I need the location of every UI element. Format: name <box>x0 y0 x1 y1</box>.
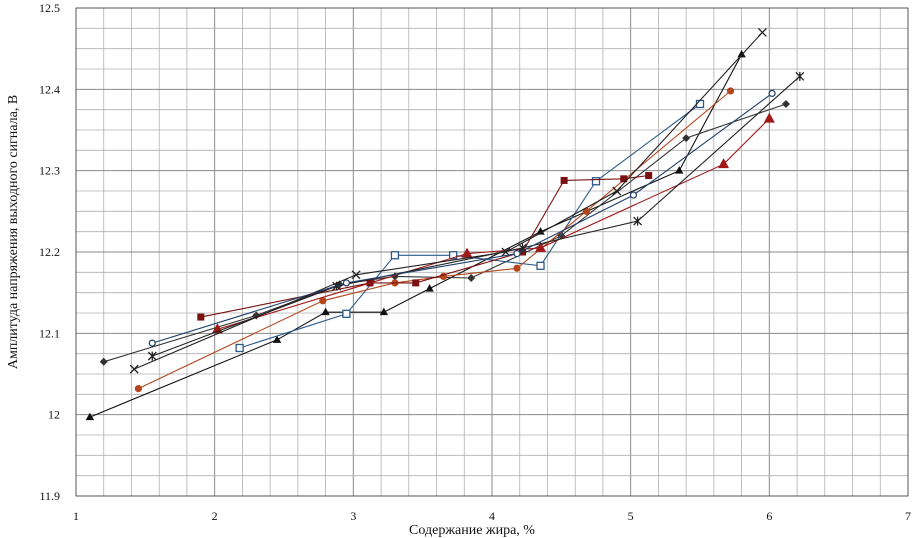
data-point <box>134 385 142 393</box>
x-tick-label: 4 <box>489 509 495 523</box>
data-point <box>582 207 590 215</box>
y-tick-label: 12.2 <box>39 245 60 259</box>
x-tick-label: 7 <box>905 509 911 523</box>
data-point <box>379 307 389 316</box>
series-6 <box>211 112 775 334</box>
data-point <box>412 279 420 287</box>
series-7 <box>129 27 767 374</box>
x-tick-label: 5 <box>628 509 634 523</box>
data-point <box>129 364 139 374</box>
y-tick-label: 12.1 <box>39 326 60 340</box>
data-point <box>461 247 473 258</box>
data-point <box>235 343 244 353</box>
data-point <box>781 99 790 108</box>
data-point <box>695 99 705 109</box>
plot-frame <box>75 7 909 497</box>
data-point <box>467 274 476 283</box>
data-point <box>737 49 746 58</box>
data-point <box>629 191 638 199</box>
data-point <box>449 251 458 260</box>
x-tick-label: 3 <box>350 509 356 523</box>
y-tick-label: 11.9 <box>39 489 60 503</box>
data-point <box>726 87 735 95</box>
data-point <box>620 175 628 183</box>
data-point <box>535 241 547 252</box>
series-8 <box>147 71 805 361</box>
data-point <box>768 89 776 98</box>
data-point <box>99 357 108 366</box>
data-point <box>718 158 730 169</box>
data-point <box>197 313 205 321</box>
data-point <box>513 264 521 272</box>
data-point <box>591 177 601 186</box>
data-point <box>536 261 545 270</box>
y-tick-label: 12.4 <box>39 82 60 96</box>
series-line <box>103 103 787 363</box>
data-point <box>342 309 351 318</box>
data-point <box>536 227 545 235</box>
y-tick-label: 12.5 <box>39 1 60 15</box>
data-point <box>272 335 282 343</box>
x-tick-label: 1 <box>73 509 79 523</box>
series-1 <box>85 49 746 421</box>
data-point <box>682 134 691 143</box>
y-tick-label: 12 <box>48 408 60 422</box>
data-point <box>319 297 327 305</box>
data-point <box>425 284 434 292</box>
data-point <box>351 270 361 280</box>
x-axis-title: Содержание жира, % <box>409 523 535 538</box>
data-point <box>390 251 400 260</box>
data-point <box>795 71 805 81</box>
x-tick-label: 6 <box>766 509 772 523</box>
data-point <box>513 250 521 258</box>
y-axis-title: Амплитуда напряжения выходного сигнала, … <box>6 95 21 369</box>
y-tick-label: 12.3 <box>39 164 60 178</box>
data-point <box>85 412 95 421</box>
data-point <box>763 112 775 123</box>
series-9 <box>148 89 776 347</box>
series-4 <box>134 87 735 393</box>
data-point <box>147 351 157 361</box>
data-point <box>342 279 350 287</box>
data-point <box>612 186 622 196</box>
data-point <box>321 307 330 316</box>
data-point <box>633 216 643 226</box>
x-tick-label: 2 <box>212 509 218 523</box>
gridlines <box>75 7 909 497</box>
data-point <box>645 172 653 180</box>
series-group <box>85 27 805 421</box>
series-line <box>89 54 743 418</box>
data-point <box>148 339 156 347</box>
data-point <box>560 176 568 184</box>
data-point <box>757 27 767 37</box>
series-3 <box>235 99 705 353</box>
data-point <box>675 166 684 174</box>
